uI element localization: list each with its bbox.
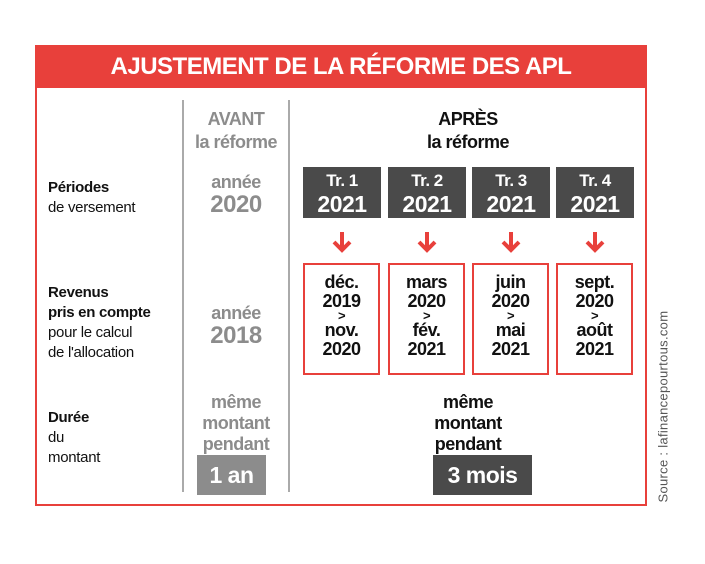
revenus-period-box: déc. 2019 > nov. 2020 (303, 263, 380, 375)
avant-periode: année 2020 (184, 172, 288, 218)
trimestre-box: Tr. 4 2021 (556, 167, 634, 218)
trimestre-label: Tr. 1 (326, 171, 358, 190)
trimestre-year: 2021 (317, 191, 367, 217)
separator: > (506, 308, 515, 323)
trimestre-year: 2021 (402, 191, 452, 217)
separator: > (337, 308, 346, 323)
to-year: 2021 (575, 339, 614, 359)
separator: > (422, 308, 431, 323)
trimestre-box: Tr. 3 2021 (472, 167, 550, 218)
row-label-periodes: Périodes de versement (48, 178, 136, 218)
text: 2020 (210, 191, 262, 218)
text: montant (434, 413, 502, 433)
apres-title: APRÈS (438, 109, 498, 129)
label-normal: de versement (48, 199, 136, 216)
to-year: 2021 (407, 339, 446, 359)
title: AJUSTEMENT DE LA RÉFORME DES APL (35, 45, 647, 88)
apres-duree-badge: 3 mois (433, 455, 532, 495)
trimestre-label: Tr. 2 (411, 171, 443, 190)
source-credit: Source : lafinancepourtous.com (655, 310, 671, 503)
arrow-down-icon (585, 232, 605, 253)
to-month: août (576, 320, 614, 340)
to-month: mai (495, 320, 526, 340)
to-month: nov. (324, 320, 359, 340)
avant-duree-badge: 1 an (197, 455, 266, 495)
trimestre-box: Tr. 1 2021 (303, 167, 381, 218)
from-month: déc. (324, 272, 359, 292)
label-bold: Durée (48, 409, 90, 426)
from-year: 2020 (407, 291, 446, 311)
avant-duree: même montant pendant (184, 392, 288, 455)
text: même (442, 392, 494, 412)
label-normal: du (48, 429, 65, 446)
text: même (210, 392, 262, 412)
row-label-revenus: Revenus pris en compte pour le calcul de l'… (48, 283, 151, 363)
separator: > (590, 308, 599, 323)
arrow-down-icon (417, 232, 437, 253)
trimestre-label: Tr. 4 (579, 171, 611, 190)
to-year: 2020 (322, 339, 361, 359)
text: 2018 (210, 322, 262, 349)
to-year: 2021 (491, 339, 530, 359)
avant-title: AVANT (207, 109, 265, 129)
label-normal: pour le calcul (48, 324, 133, 341)
trimestre-year: 2021 (570, 191, 620, 217)
divider (288, 100, 290, 492)
to-month: fév. (412, 320, 441, 340)
trimestre-label: Tr. 3 (495, 171, 527, 190)
label-normal: montant (48, 449, 101, 466)
from-month: mars (405, 272, 448, 292)
from-month: juin (495, 272, 527, 292)
divider (182, 100, 184, 492)
revenus-period-box: sept. 2020 > août 2021 (556, 263, 633, 375)
from-year: 2020 (575, 291, 614, 311)
text: pendant (434, 434, 502, 454)
label-bold: Périodes (48, 179, 109, 196)
revenus-period-box: juin 2020 > mai 2021 (472, 263, 549, 375)
from-year: 2019 (322, 291, 361, 311)
revenus-period-box: mars 2020 > fév. 2021 (388, 263, 465, 375)
text: année (211, 172, 261, 192)
text: année (211, 303, 261, 323)
arrow-down-icon (332, 232, 352, 253)
arrow-down-icon (501, 232, 521, 253)
avant-header: AVANT la réforme (184, 108, 288, 154)
avant-subtitle: la réforme (194, 132, 278, 152)
apres-subtitle: la réforme (426, 132, 510, 152)
text: montant (202, 413, 270, 433)
trimestre-year: 2021 (486, 191, 536, 217)
row-label-duree: Durée du montant (48, 408, 100, 468)
avant-revenus: année 2018 (184, 303, 288, 349)
from-year: 2020 (491, 291, 530, 311)
apres-duree: même montant pendant (290, 392, 646, 455)
trimestre-box: Tr. 2 2021 (388, 167, 466, 218)
label-bold: pris en compte (48, 304, 151, 321)
label-normal: de l'allocation (48, 344, 134, 361)
from-month: sept. (574, 272, 615, 292)
text: pendant (202, 434, 270, 454)
apres-header: APRÈS la réforme (290, 108, 646, 154)
label-bold: Revenus (48, 284, 109, 301)
